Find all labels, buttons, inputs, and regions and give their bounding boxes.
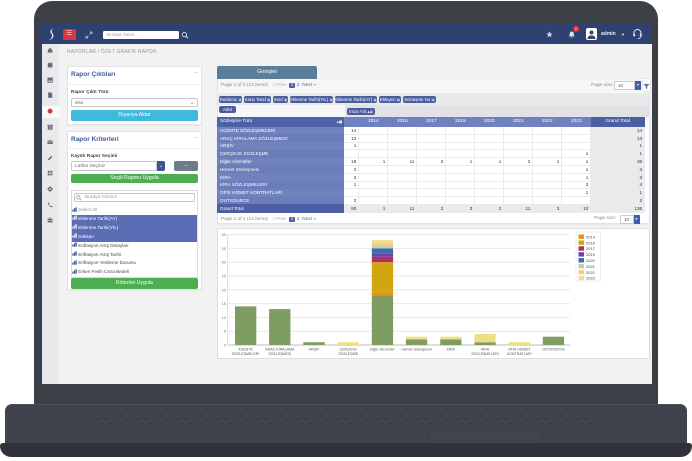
svg-text:15: 15 — [222, 301, 227, 306]
svg-text:25: 25 — [222, 274, 227, 279]
svg-text:OFİS HİZMET: OFİS HİZMET — [508, 347, 532, 352]
svg-text:ARŞİV: ARŞİV — [309, 347, 320, 352]
svg-text:35: 35 — [222, 246, 227, 251]
svg-text:2017: 2017 — [586, 246, 596, 251]
svg-text:2016: 2016 — [586, 240, 596, 245]
svg-text:2019: 2019 — [586, 252, 596, 257]
svg-text:ÇERÇEVE: ÇERÇEVE — [340, 348, 358, 352]
svg-text:SÖZLEŞMELERİ: SÖZLEŞMELERİ — [471, 351, 499, 356]
svg-text:KİRA: KİRA — [447, 347, 456, 352]
svg-text:40: 40 — [222, 232, 227, 237]
svg-text:2021: 2021 — [586, 264, 596, 269]
svg-text:2022: 2022 — [586, 270, 596, 275]
svg-text:Hizmet Sözleşmesi: Hizmet Sözleşmesi — [401, 348, 432, 352]
svg-text:30: 30 — [222, 260, 227, 265]
svg-text:2023: 2023 — [586, 276, 596, 281]
svg-text:SÖZLEŞMELERİ: SÖZLEŞMELERİ — [232, 351, 260, 356]
svg-text:ARAÇ KİRALAMA: ARAÇ KİRALAMA — [265, 347, 295, 352]
svg-text:10: 10 — [222, 315, 227, 320]
svg-text:2014: 2014 — [586, 234, 596, 239]
svg-text:5: 5 — [224, 329, 227, 334]
svg-text:Diğer Hizmetler: Diğer Hizmetler — [370, 348, 396, 352]
svg-text:KONTRATLARI: KONTRATLARI — [507, 352, 532, 356]
svg-text:OUTSOURCE: OUTSOURCE — [542, 348, 566, 352]
svg-text:SÖZLEŞMESİ: SÖZLEŞMESİ — [268, 351, 291, 356]
svg-text:2020: 2020 — [586, 258, 596, 263]
svg-text:20: 20 — [222, 287, 227, 292]
svg-text:ACENTE: ACENTE — [238, 348, 253, 352]
svg-text:0: 0 — [224, 343, 227, 348]
svg-text:KİRA: KİRA — [481, 347, 490, 352]
svg-text:SÖZLEŞME: SÖZLEŞME — [338, 352, 358, 356]
